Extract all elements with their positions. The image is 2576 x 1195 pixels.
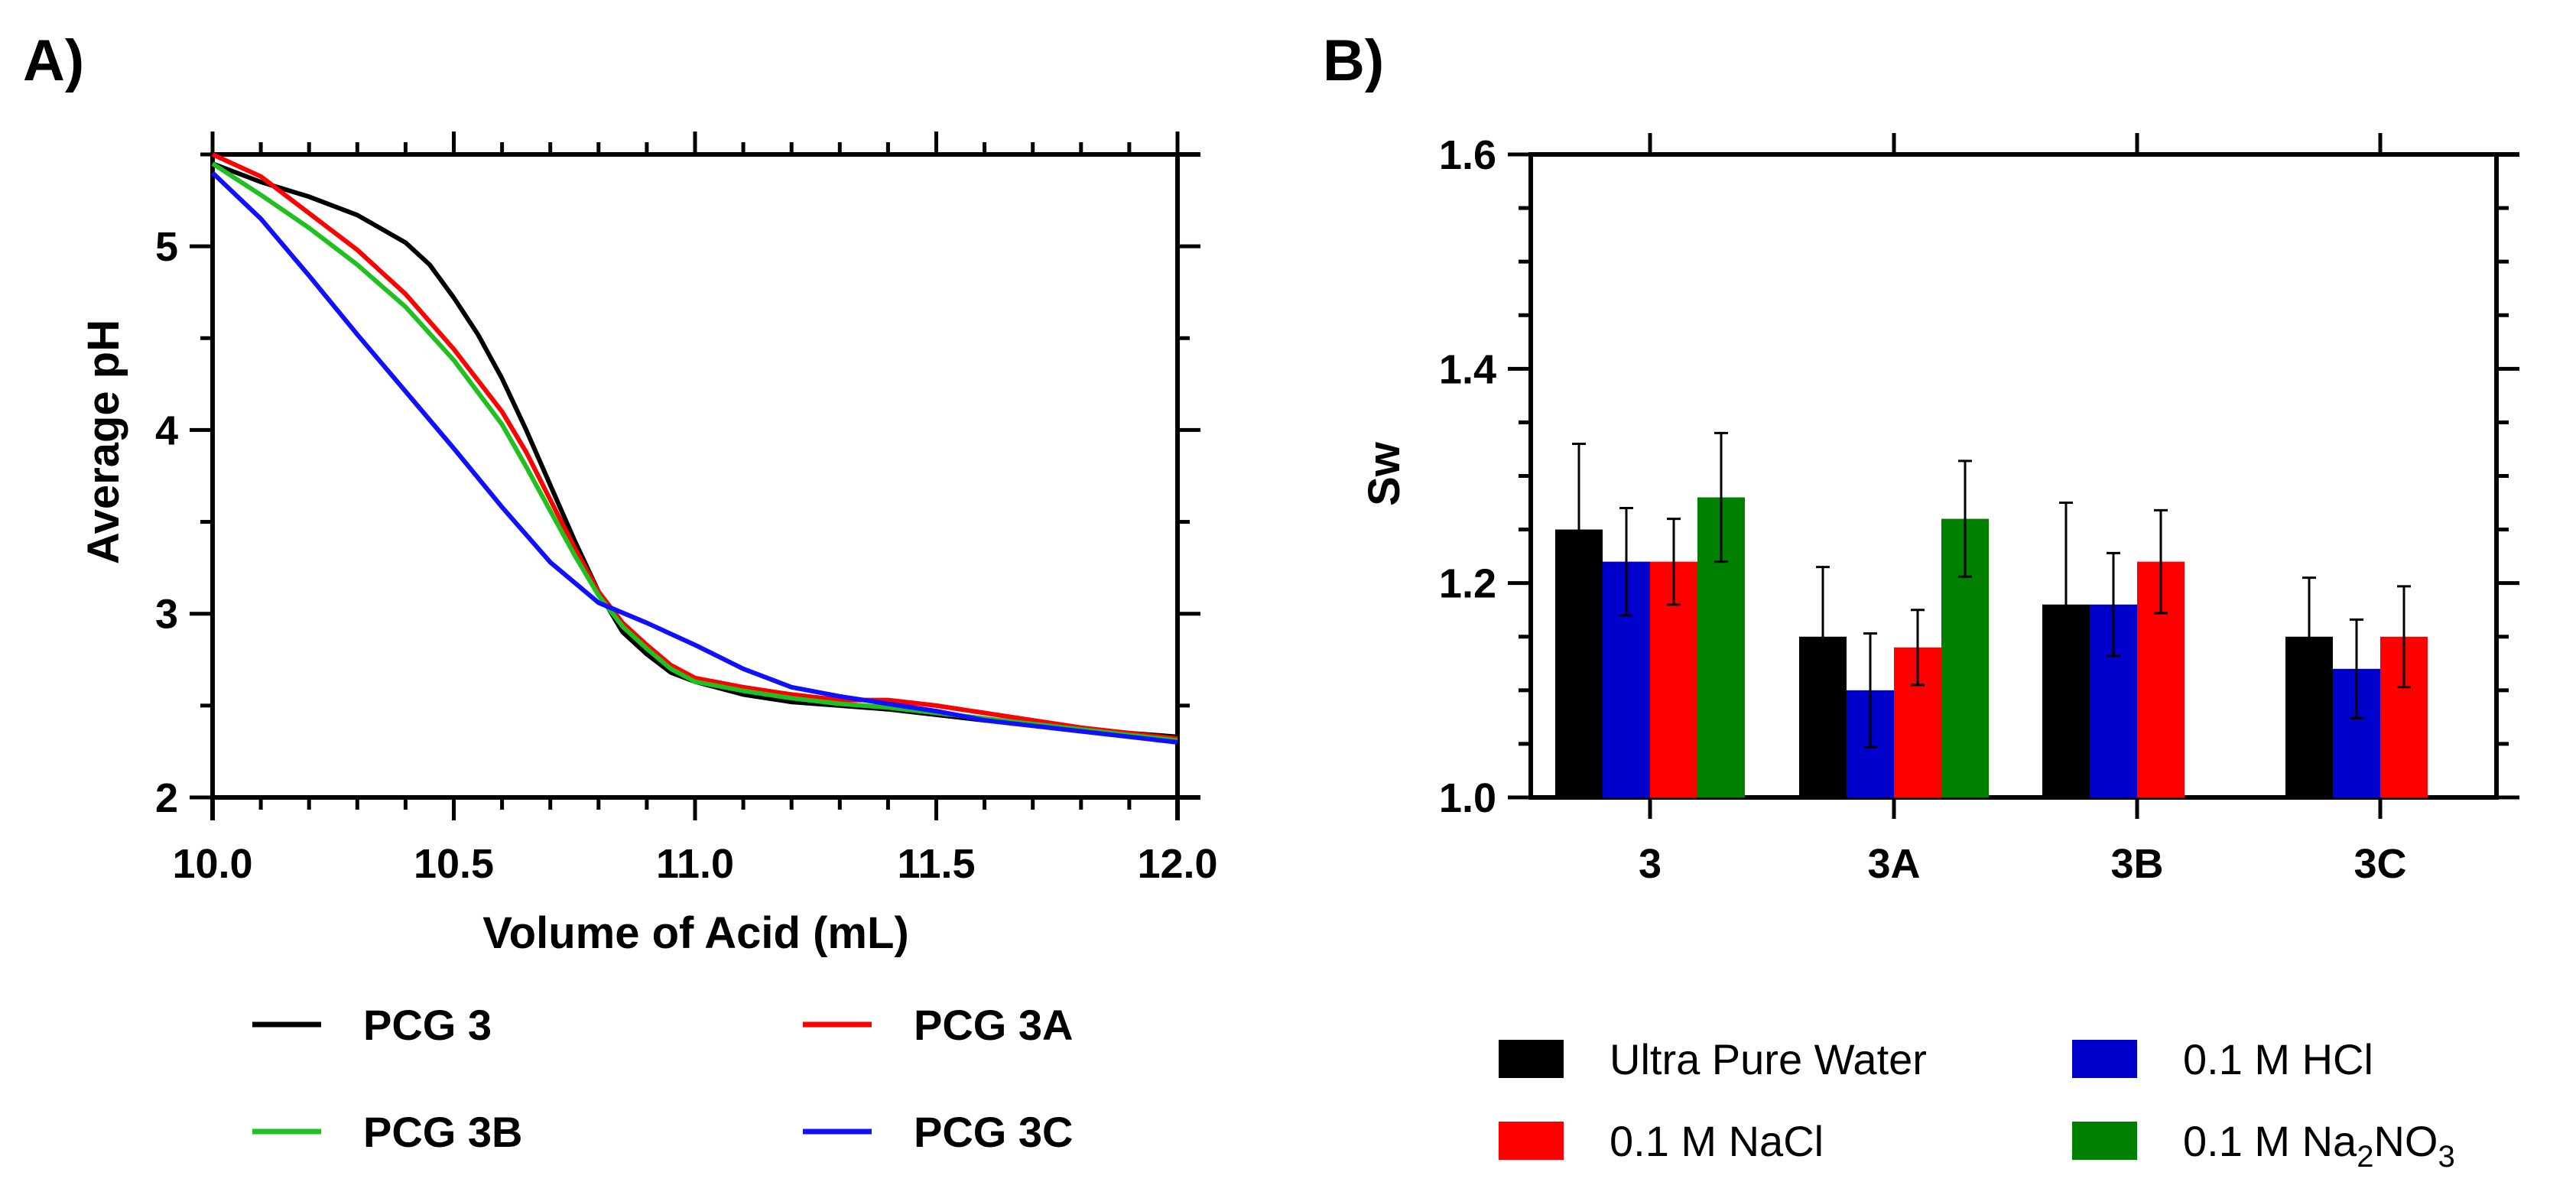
legend-label: PCG 3A xyxy=(914,1001,1074,1049)
panel-a-axes: 10.0 10.5 11.0 11.5 12.0 2 3 4 5 xyxy=(155,132,1218,887)
legend-swatch-1 xyxy=(2072,1040,2137,1078)
b-x-tick-label: 3A xyxy=(1867,841,1920,887)
panel-a-x-axis-label: Volume of Acid (mL) xyxy=(482,908,908,958)
panel-a-legend: PCG 3 PCG 3A PCG 3B PCG 3C xyxy=(252,1001,1074,1156)
b-y-tick-label: 1.2 xyxy=(1439,561,1496,607)
a-x-tick-label: 11.0 xyxy=(656,841,734,887)
a-x-tick-label: 10.5 xyxy=(414,841,494,887)
a-y-tick-label: 4 xyxy=(155,408,178,453)
legend-label: 0.1 M HCl xyxy=(2183,1035,2373,1083)
a-y-tick-label: 5 xyxy=(155,224,178,270)
b-y-tick-label: 1.0 xyxy=(1439,775,1496,821)
series-line-pcg-3c xyxy=(210,170,1178,745)
legend-label: PCG 3B xyxy=(363,1108,523,1156)
panel-b-y-axis-label: Sw xyxy=(1359,441,1409,506)
panel-a-y-axis-label: Average pH xyxy=(79,320,128,564)
a-x-tick-label: 12.0 xyxy=(1137,841,1217,887)
legend-label: PCG 3C xyxy=(914,1108,1074,1156)
legend-label: 0.1 M Na2NO3 xyxy=(2183,1117,2455,1174)
b-x-tick-label: 3 xyxy=(1639,841,1662,887)
panel-b-legend: Ultra Pure Water 0.1 M HCl 0.1 M NaCl 0.1 M… xyxy=(1499,1035,2455,1174)
panel-a-series xyxy=(210,152,1178,745)
b-y-tick-label: 1.6 xyxy=(1439,132,1496,178)
panel-a-label: A) xyxy=(23,28,84,93)
legend-label: 0.1 M NaCl xyxy=(1610,1117,1824,1165)
legend-swatch-2 xyxy=(1499,1122,1564,1160)
panel-b-bars xyxy=(1555,431,2428,797)
b-x-tick-label: 3B xyxy=(2110,841,2163,887)
a-y-tick-label: 2 xyxy=(155,775,178,821)
b-x-tick-label: 3C xyxy=(2353,841,2406,887)
legend-label: PCG 3 xyxy=(363,1001,492,1049)
a-x-tick-label: 11.5 xyxy=(897,841,975,887)
b-y-tick-label: 1.4 xyxy=(1439,346,1496,392)
panel-b-label: B) xyxy=(1323,28,1384,93)
legend-swatch-3 xyxy=(2072,1122,2137,1160)
legend-label: Ultra Pure Water xyxy=(1610,1035,1927,1083)
series-line-pcg-3a xyxy=(211,152,1178,742)
a-y-tick-label: 3 xyxy=(155,592,178,638)
a-x-tick-label: 10.0 xyxy=(172,841,252,887)
legend-swatch-0 xyxy=(1499,1040,1564,1078)
panel-b-axes: 1.0 1.2 1.4 1.6 3 3A 3B 3C xyxy=(1439,132,2519,887)
